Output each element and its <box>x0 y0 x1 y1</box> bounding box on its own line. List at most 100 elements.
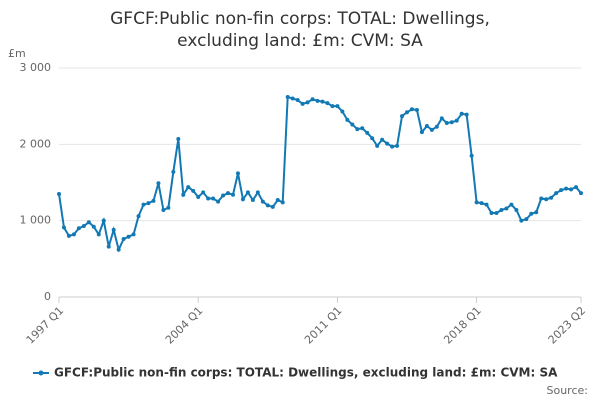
point <box>539 196 544 201</box>
point <box>260 199 265 204</box>
point <box>275 198 280 203</box>
point <box>494 211 499 216</box>
point <box>101 218 106 223</box>
point <box>564 186 569 191</box>
point <box>71 232 76 237</box>
point <box>61 225 66 230</box>
point <box>459 111 464 116</box>
point <box>57 191 61 196</box>
point <box>405 110 409 115</box>
point <box>370 136 375 141</box>
point <box>484 202 489 207</box>
point <box>400 114 405 119</box>
point <box>414 107 419 112</box>
point <box>181 192 186 197</box>
point <box>519 218 524 223</box>
point <box>320 99 325 104</box>
point <box>464 112 469 117</box>
point <box>325 101 330 106</box>
point <box>201 190 206 195</box>
point <box>509 202 514 207</box>
point <box>106 244 111 249</box>
point <box>290 96 295 101</box>
series-line <box>58 95 582 253</box>
point <box>111 227 116 232</box>
point <box>131 232 136 237</box>
point <box>141 202 146 207</box>
point <box>579 191 583 196</box>
point <box>350 122 355 127</box>
point <box>206 196 211 201</box>
point <box>390 144 395 149</box>
point <box>295 98 300 103</box>
legend-marker <box>38 370 44 376</box>
point <box>171 169 176 174</box>
point <box>265 203 270 208</box>
point <box>549 195 554 200</box>
point <box>231 192 235 197</box>
y-tick-label: 2 000 <box>20 137 52 150</box>
point <box>444 120 449 125</box>
point <box>186 185 191 190</box>
point <box>176 136 181 141</box>
point <box>305 100 310 105</box>
point <box>554 191 559 196</box>
point <box>121 236 126 241</box>
y-tick-label: 0 <box>44 290 51 303</box>
y-axis-label: £m <box>8 47 26 60</box>
point <box>151 198 156 203</box>
point <box>66 233 71 238</box>
point <box>409 107 414 112</box>
point <box>524 217 529 222</box>
point <box>529 211 534 216</box>
point <box>270 204 275 209</box>
source: Source: <box>547 384 589 397</box>
x-tick-label: 2011 Q1 <box>302 304 345 347</box>
point <box>211 196 216 201</box>
point <box>429 127 434 132</box>
point <box>196 195 201 200</box>
point <box>126 234 131 239</box>
point <box>221 193 226 198</box>
point <box>355 127 360 132</box>
point <box>191 188 196 193</box>
point <box>255 190 260 195</box>
point <box>76 226 81 231</box>
point <box>479 201 484 206</box>
point <box>116 247 121 252</box>
point <box>81 224 86 229</box>
point <box>216 199 221 204</box>
point <box>235 171 240 176</box>
point <box>166 205 171 210</box>
x-tick-label: 2004 Q1 <box>163 304 206 347</box>
point <box>434 124 439 129</box>
point <box>569 187 574 192</box>
point <box>499 207 504 212</box>
point <box>454 118 459 123</box>
y-tick-label: 3 000 <box>20 61 52 74</box>
point <box>504 206 509 211</box>
point <box>240 197 245 202</box>
y-tick-label: 1 000 <box>20 214 52 227</box>
point <box>419 130 424 135</box>
point <box>335 104 340 109</box>
point <box>250 198 255 203</box>
legend-label: GFCF:Public non-fin corps: TOTAL: Dwelli… <box>54 366 558 380</box>
point <box>315 98 320 103</box>
point <box>280 200 285 205</box>
point <box>146 201 151 206</box>
point <box>385 141 390 146</box>
point <box>245 190 250 195</box>
chart-title: GFCF:Public non-fin corps: TOTAL: Dwelli… <box>110 9 490 51</box>
point <box>469 153 474 158</box>
point <box>534 210 539 215</box>
point <box>544 197 549 202</box>
point <box>226 191 231 196</box>
x-tick-label: 1997 Q1 <box>24 304 67 347</box>
x-tick-label: 2018 Q1 <box>441 304 484 347</box>
x-tick-label: 2023 Q2 <box>546 304 589 347</box>
point <box>424 124 429 129</box>
point <box>449 120 454 125</box>
